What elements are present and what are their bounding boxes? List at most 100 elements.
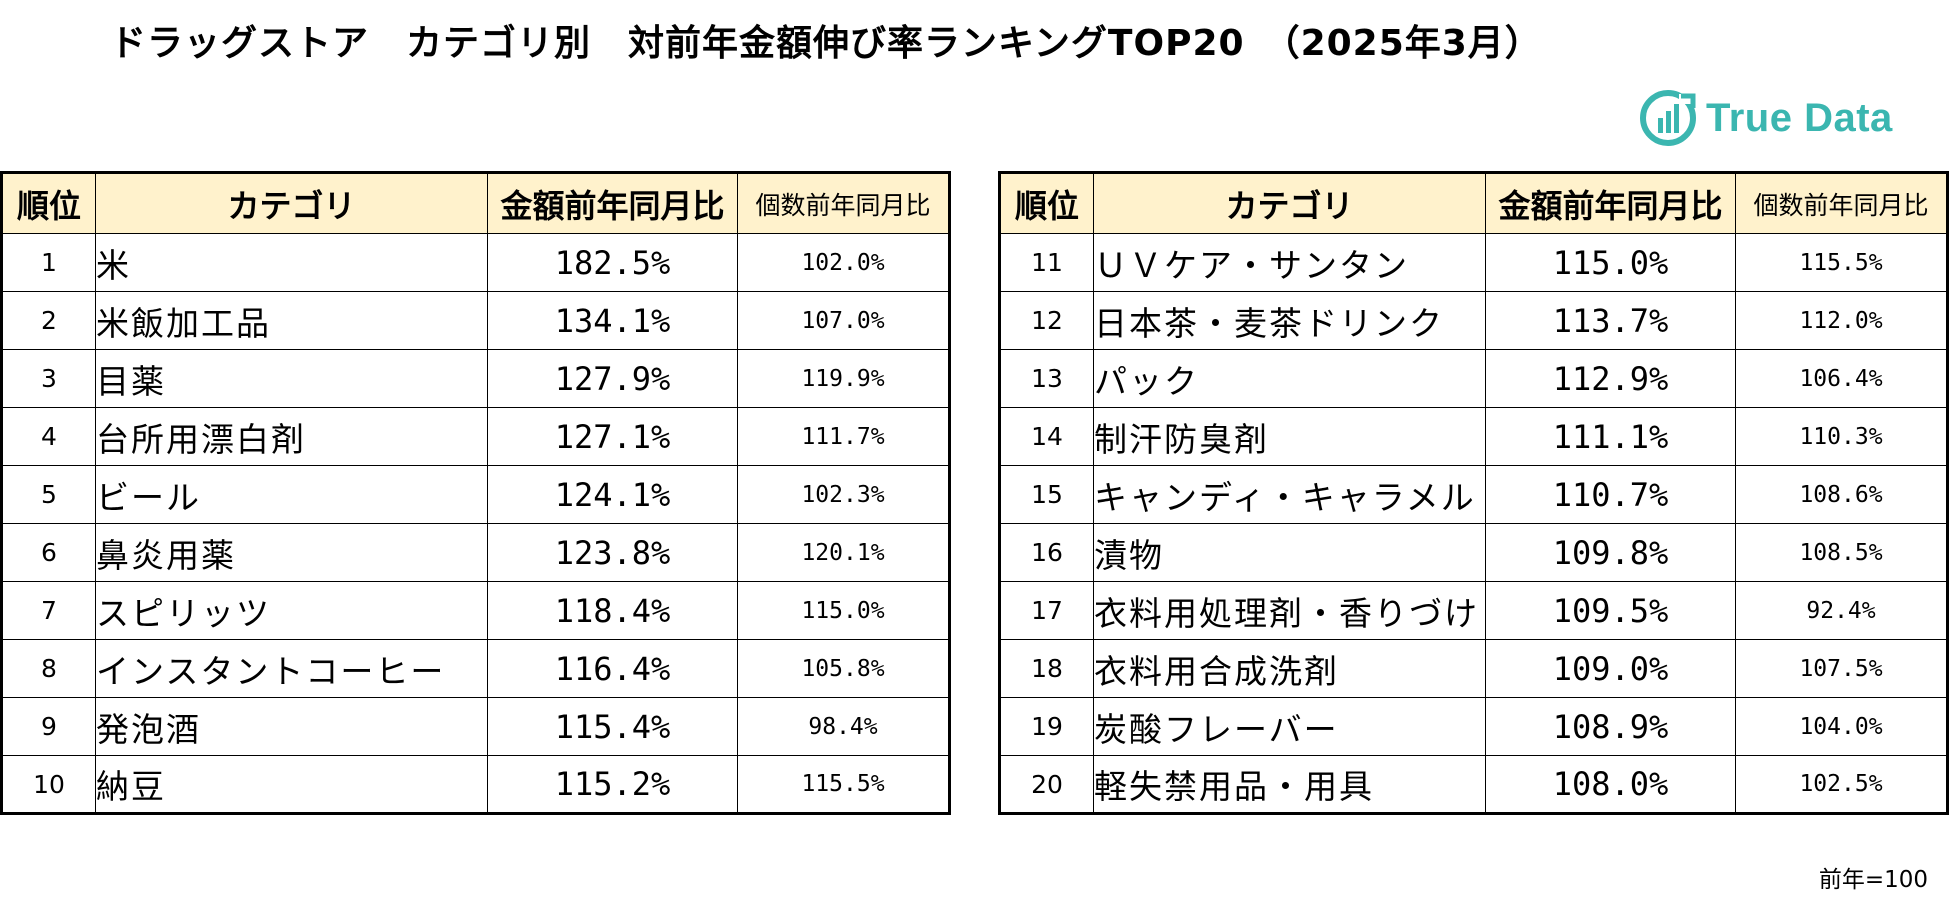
rank-cell: 17 [999,581,1094,640]
amount-cell: 115.0% [1485,233,1736,292]
count-cell: 105.8% [737,639,950,698]
amount-cell: 124.1% [487,465,738,524]
category-cell: 日本茶・麦茶ドリンク [1093,291,1486,350]
amount-cell: 134.1% [487,291,738,350]
category-cell: 制汗防臭剤 [1093,407,1486,466]
count-cell: 104.0% [1735,697,1948,756]
rank-cell: 3 [1,349,96,408]
rank-cell: 9 [1,697,96,756]
amount-cell: 115.4% [487,697,738,756]
rank-cell: 1 [1,233,96,292]
table-row: 19 炭酸フレーバー 108.9% 104.0% [999,697,1948,756]
rank-cell: 6 [1,523,96,582]
ranking-table-right: 順位 カテゴリ 金額前年同月比 個数前年同月比 11 ＵＶケア・サンタン 115.0… [998,171,1949,815]
category-header: カテゴリ [95,172,488,234]
category-cell: 目薬 [95,349,488,408]
table-row: 11 ＵＶケア・サンタン 115.0% 115.5% [999,233,1948,292]
amount-cell: 109.8% [1485,523,1736,582]
table-row: 14 制汗防臭剤 111.1% 110.3% [999,407,1948,466]
rank-cell: 20 [999,755,1094,814]
table-row: 7 スピリッツ 118.4% 115.0% [1,581,950,640]
count-cell: 111.7% [737,407,950,466]
count-cell: 115.0% [737,581,950,640]
page-title: ドラッグストア カテゴリ別 対前年金額伸び率ランキングTOP20 （2025年3… [110,23,1542,64]
rank-cell: 5 [1,465,96,524]
category-cell: 衣料用処理剤・香りづけ [1093,581,1486,640]
category-cell: ＵＶケア・サンタン [1093,233,1486,292]
count-cell: 107.5% [1735,639,1948,698]
table-row: 10 納豆 115.2% 115.5% [1,755,950,814]
table-row: 2 米飯加工品 134.1% 107.0% [1,291,950,350]
count-cell: 107.0% [737,291,950,350]
category-cell: 炭酸フレーバー [1093,697,1486,756]
table-row: 16 漬物 109.8% 108.5% [999,523,1948,582]
table-row: 18 衣料用合成洗剤 109.0% 107.5% [999,639,1948,698]
table-row: 15 キャンディ・キャラメル 110.7% 108.6% [999,465,1948,524]
rank-cell: 14 [999,407,1094,466]
category-cell: キャンディ・キャラメル [1093,465,1486,524]
count-cell: 108.5% [1735,523,1948,582]
amount-cell: 108.9% [1485,697,1736,756]
category-cell: 米 [95,233,488,292]
rank-cell: 2 [1,291,96,350]
amount-cell: 182.5% [487,233,738,292]
truedata-logo-icon [1640,90,1696,146]
rank-cell: 18 [999,639,1094,698]
truedata-logo: True Data [1638,88,1893,148]
rank-cell: 12 [999,291,1094,350]
category-cell: パック [1093,349,1486,408]
rank-cell: 4 [1,407,96,466]
table-row: 17 衣料用処理剤・香りづけ 109.5% 92.4% [999,581,1948,640]
amount-cell: 109.5% [1485,581,1736,640]
amount-cell: 115.2% [487,755,738,814]
rank-cell: 11 [999,233,1094,292]
table-row: 5 ビール 124.1% 102.3% [1,465,950,524]
footnote: 前年=100 [1818,867,1928,893]
category-cell: 軽失禁用品・用具 [1093,755,1486,814]
rank-cell: 19 [999,697,1094,756]
amount-cell: 109.0% [1485,639,1736,698]
amount-cell: 116.4% [487,639,738,698]
rank-cell: 7 [1,581,96,640]
category-cell: 衣料用合成洗剤 [1093,639,1486,698]
amount-yoy-header: 金額前年同月比 [487,172,738,234]
amount-yoy-header: 金額前年同月比 [1485,172,1736,234]
count-cell: 115.5% [737,755,950,814]
amount-cell: 110.7% [1485,465,1736,524]
table-row: 1 米 182.5% 102.0% [1,233,950,292]
rank-cell: 15 [999,465,1094,524]
count-cell: 110.3% [1735,407,1948,466]
count-cell: 102.0% [737,233,950,292]
count-yoy-header: 個数前年同月比 [737,172,950,234]
table-row: 8 インスタントコーヒー 116.4% 105.8% [1,639,950,698]
rank-cell: 8 [1,639,96,698]
count-cell: 115.5% [1735,233,1948,292]
table-header-row: 順位 カテゴリ 金額前年同月比 個数前年同月比 [999,172,1948,234]
category-header: カテゴリ [1093,172,1486,234]
amount-cell: 108.0% [1485,755,1736,814]
rank-cell: 10 [1,755,96,814]
category-cell: 米飯加工品 [95,291,488,350]
count-cell: 119.9% [737,349,950,408]
category-cell: 発泡酒 [95,697,488,756]
table-row: 12 日本茶・麦茶ドリンク 113.7% 112.0% [999,291,1948,350]
table-row: 6 鼻炎用薬 123.8% 120.1% [1,523,950,582]
table-row: 20 軽失禁用品・用具 108.0% 102.5% [999,755,1948,814]
ranking-rows-left: 1 米 182.5% 102.0% 2 米飯加工品 134.1% 107.0% 3 目薬 127.9… [1,233,950,814]
count-cell: 92.4% [1735,581,1948,640]
amount-cell: 127.1% [487,407,738,466]
count-cell: 108.6% [1735,465,1948,524]
logo-text: True Data [1706,95,1893,140]
category-cell: 納豆 [95,755,488,814]
amount-cell: 111.1% [1485,407,1736,466]
amount-cell: 113.7% [1485,291,1736,350]
count-cell: 102.5% [1735,755,1948,814]
amount-cell: 112.9% [1485,349,1736,408]
category-cell: インスタントコーヒー [95,639,488,698]
amount-cell: 127.9% [487,349,738,408]
category-cell: スピリッツ [95,581,488,640]
amount-cell: 123.8% [487,523,738,582]
rank-cell: 13 [999,349,1094,408]
rank-cell: 16 [999,523,1094,582]
rank-header: 順位 [999,172,1094,234]
